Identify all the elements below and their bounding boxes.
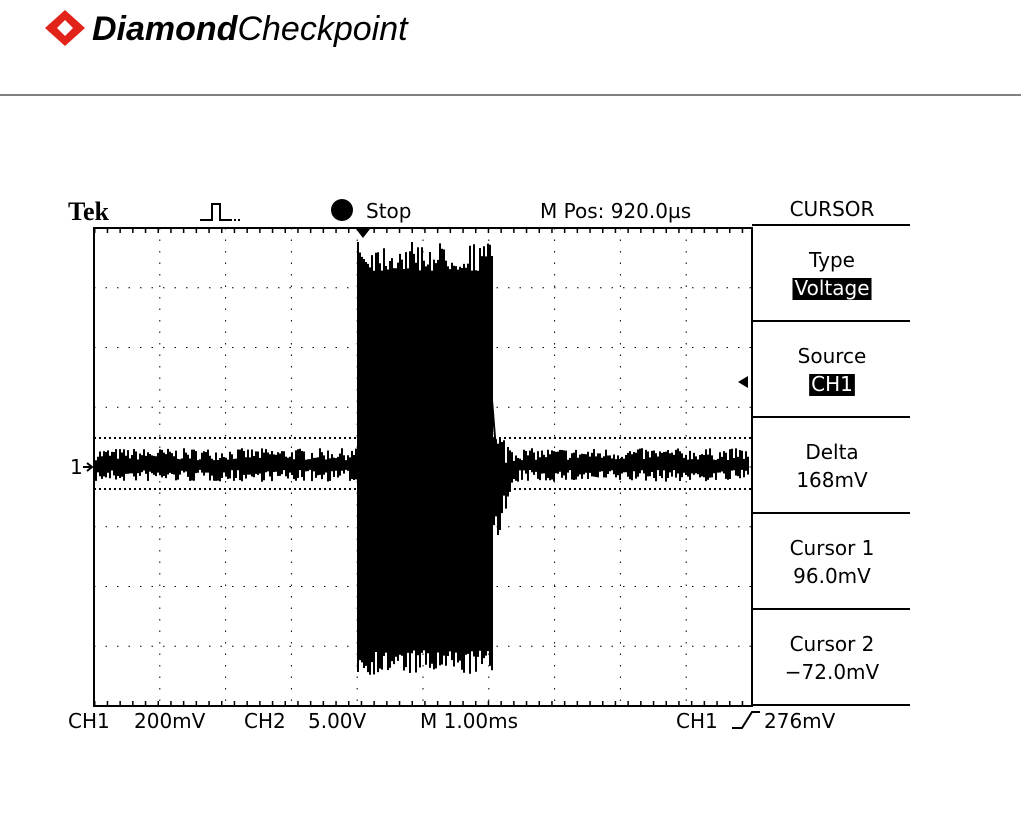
ch2-scale: 5.00V [308,709,367,733]
scope: Tek Stop M Pos: 920.0µs CURSOR 1 Type Vol… [68,197,910,733]
menu-label: Cursor 2 [790,632,875,656]
channel-marker: 1 [70,455,83,479]
logo-bold: Diamond [92,10,239,48]
channel-arrow [83,462,94,472]
waveform [95,242,749,675]
trigger-level: 276mV [764,709,836,733]
logo-text: DiamondCheckpoint [92,10,409,48]
timebase: M 1.00ms [420,709,518,733]
graticule [93,227,753,707]
menu-title: CURSOR [790,197,875,221]
brand: Tek [68,197,109,226]
menu-label: Type [808,248,855,272]
menu-value: −72.0mV [785,660,880,684]
slope-icon [732,711,760,729]
trigger-level-marker [738,376,748,388]
ch2-label: CH2 [244,709,286,733]
position: M Pos: 920.0µs [540,199,691,223]
menu-label: Cursor 1 [790,536,875,560]
trigger-source: CH1 [676,709,718,733]
menu-value-highlight [809,374,855,396]
menu: Type Voltage Source CH1 Delta 168mV Cursor 1 96… [752,224,910,706]
menu-value: 96.0mV [793,564,871,588]
ch1-scale: 200mV [134,709,206,733]
menu-value-highlight [792,278,872,300]
logo-mark-inner [57,20,73,36]
acq-icon [200,203,240,221]
menu-label: Delta [805,440,858,464]
menu-value: CH1 [811,372,853,396]
status: Stop [366,199,411,223]
menu-value: 168mV [796,468,868,492]
run-indicator [331,199,353,221]
ch1-label: CH1 [68,709,110,733]
menu-label: Source [798,344,867,368]
trigger-position [356,229,370,238]
menu-value: Voltage [794,276,869,300]
logo-light: Checkpoint [237,10,409,48]
